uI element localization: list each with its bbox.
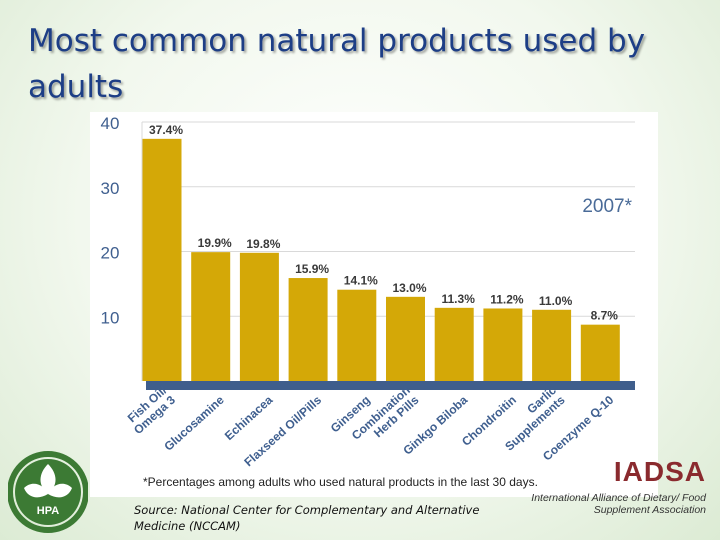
iadsa-name: International Alliance of Dietary/ Food … bbox=[531, 492, 706, 516]
iadsa-logo: IADSA International Alliance of Dietary/… bbox=[531, 456, 712, 520]
value-label: 19.8% bbox=[246, 237, 280, 251]
value-label: 15.9% bbox=[295, 262, 329, 276]
value-label: 11.0% bbox=[539, 294, 573, 308]
x-tick-label: Fish Oil/Omega 3 bbox=[125, 383, 178, 437]
y-tick-label: 20 bbox=[101, 244, 120, 263]
source-note: Source: National Center for Complementar… bbox=[134, 503, 480, 533]
bar bbox=[288, 278, 328, 381]
bar bbox=[386, 296, 425, 381]
value-label: 13.0% bbox=[392, 281, 426, 295]
y-tick-label: 40 bbox=[101, 114, 120, 133]
bar bbox=[532, 309, 572, 381]
slide-title: Most common natural products used by adu… bbox=[28, 23, 646, 105]
baseline-band bbox=[146, 381, 635, 390]
bar bbox=[239, 252, 279, 381]
value-label: 11.2% bbox=[490, 292, 524, 306]
value-label: 19.9% bbox=[198, 236, 232, 250]
year-label: 2007* bbox=[582, 196, 632, 217]
bar bbox=[434, 307, 474, 381]
bar bbox=[142, 138, 182, 381]
value-label: 8.7% bbox=[591, 309, 619, 323]
bar bbox=[483, 308, 523, 381]
bar bbox=[191, 252, 231, 381]
value-label: 11.3% bbox=[442, 292, 476, 306]
bar bbox=[580, 324, 620, 381]
hpa-logo-text: HPA bbox=[37, 505, 59, 517]
chart-footnote: *Percentages among adults who used natur… bbox=[143, 475, 538, 489]
chart-panel: 10 20 30 40 37.4% Fish Oil/Omega 3 19.9% Glucos… bbox=[90, 112, 658, 497]
value-label: 37.4% bbox=[149, 123, 183, 137]
bar bbox=[337, 289, 377, 381]
hpa-logo: HPA bbox=[8, 451, 88, 533]
iadsa-acronym: IADSA bbox=[613, 456, 706, 487]
y-tick-label: 10 bbox=[101, 308, 120, 327]
value-label: 14.1% bbox=[344, 274, 378, 288]
y-tick-label: 30 bbox=[101, 179, 120, 198]
